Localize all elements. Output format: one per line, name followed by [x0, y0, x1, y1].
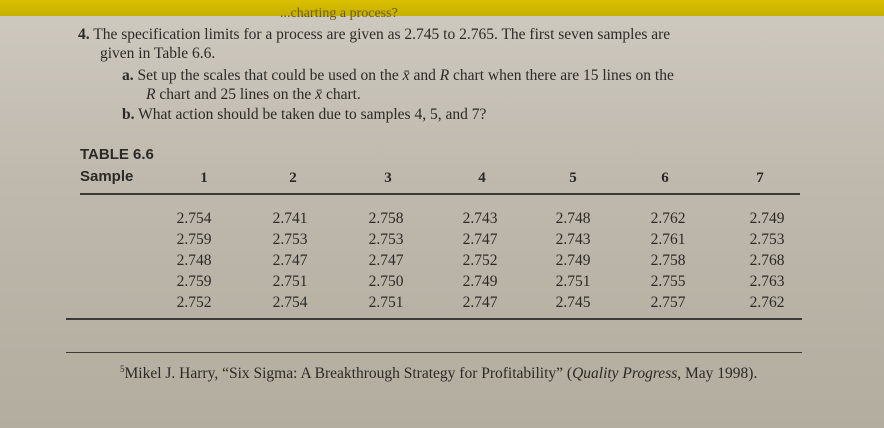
problem-number: 4.	[78, 26, 90, 43]
part-a-text-2: and	[409, 67, 440, 84]
column-header-7: 7	[756, 170, 764, 186]
sample-column-5: 2.748 2.743 2.749 2.751 2.745	[543, 208, 603, 313]
r-symbol: R	[439, 67, 450, 84]
table-cell: 2.758	[650, 252, 686, 269]
table-cell: 2.768	[749, 252, 785, 269]
table-cell: 2.758	[368, 210, 404, 227]
table-cell: 2.753	[749, 231, 785, 248]
sample-column-7: 2.749 2.753 2.768 2.763 2.762	[737, 208, 797, 313]
table-cell: 2.745	[555, 294, 591, 311]
table-caption: TABLE 6.6	[80, 146, 154, 163]
column-header-2: 2	[289, 170, 297, 186]
table-cell: 2.763	[749, 273, 785, 290]
part-b-label: b.	[122, 106, 135, 123]
footnote-text-2: , May 1998).	[677, 365, 758, 383]
problem-text-1: The specification limits for a process a…	[93, 26, 671, 43]
part-b-line: b. What action should be taken due to sa…	[122, 106, 486, 124]
table-cell: 2.751	[555, 273, 591, 290]
table-cell: 2.752	[176, 294, 212, 311]
table-cell: 2.755	[650, 273, 686, 290]
top-color-band	[0, 0, 884, 16]
part-a-line-1: a. Set up the scales that could be used …	[122, 67, 674, 85]
problem-line-2: given in Table 6.6.	[100, 45, 216, 62]
part-b-text: What action should be taken due to sampl…	[138, 106, 487, 123]
table-bottom-rule	[66, 318, 802, 320]
column-header-3: 3	[384, 170, 392, 186]
part-a-text-1: Set up the scales that could be used on …	[137, 67, 403, 84]
part-a-text-4: chart and 25 lines on the	[155, 86, 316, 103]
table-cell: 2.748	[176, 252, 212, 269]
footnote: 5Mikel J. Harry, “Six Sigma: A Breakthro…	[120, 364, 757, 383]
footnote-rule	[66, 352, 802, 353]
table-cell: 2.743	[555, 231, 591, 248]
column-header-6: 6	[661, 170, 669, 186]
table-cell: 2.761	[650, 231, 686, 248]
table-cell: 2.749	[749, 210, 785, 227]
table-cell: 2.747	[462, 231, 498, 248]
sample-header-label: Sample	[80, 168, 134, 185]
table-cell: 2.751	[272, 273, 308, 290]
table-cell: 2.753	[272, 231, 308, 248]
sample-column-2: 2.741 2.753 2.747 2.751 2.754	[260, 208, 320, 313]
header-rule	[80, 193, 800, 195]
footnote-journal: Quality Progress	[572, 365, 678, 383]
table-cell: 2.752	[462, 252, 498, 269]
footnote-mark: 5	[120, 364, 125, 374]
table-cell: 2.747	[368, 252, 404, 269]
column-header-5: 5	[569, 170, 577, 186]
column-header-4: 4	[478, 170, 486, 186]
table-cell: 2.757	[650, 294, 686, 311]
table-cell: 2.762	[650, 210, 686, 227]
table-cell: 2.750	[368, 273, 404, 290]
table-cell: 2.743	[462, 210, 498, 227]
r-symbol-2: R	[146, 86, 156, 103]
part-a-text-5: chart.	[322, 86, 361, 103]
table-cell: 2.741	[272, 210, 308, 227]
cut-off-heading: ...charting a process?	[280, 6, 398, 21]
table-cell: 2.749	[462, 273, 498, 290]
footnote-text-1: Mikel J. Harry, “Six Sigma: A Breakthrou…	[124, 365, 573, 383]
table-cell: 2.747	[272, 252, 308, 269]
table-cell: 2.749	[555, 252, 591, 269]
column-header-1: 1	[200, 170, 208, 186]
table-cell: 2.754	[272, 294, 308, 311]
table-cell: 2.753	[368, 231, 404, 248]
problem-line-1: 4. The specification limits for a proces…	[78, 26, 670, 44]
table-cell: 2.762	[749, 294, 785, 311]
table-cell: 2.759	[176, 273, 212, 290]
table-cell: 2.748	[555, 210, 591, 227]
part-a-line-2: R chart and 25 lines on the x̄ chart.	[146, 86, 361, 104]
table-cell: 2.747	[462, 294, 498, 311]
table-cell: 2.759	[176, 231, 212, 248]
sample-column-1: 2.754 2.759 2.748 2.759 2.752	[164, 208, 224, 313]
sample-column-6: 2.762 2.761 2.758 2.755 2.757	[638, 208, 698, 313]
xbar-symbol: x̄	[402, 67, 410, 84]
sample-column-3: 2.758 2.753 2.747 2.750 2.751	[356, 208, 416, 313]
table-cell: 2.754	[176, 210, 212, 227]
sample-column-4: 2.743 2.747 2.752 2.749 2.747	[450, 208, 510, 313]
xbar-symbol-2: x̄	[315, 86, 323, 103]
part-a-label: a.	[122, 67, 134, 84]
table-cell: 2.751	[368, 294, 404, 311]
part-a-text-3: chart when there are 15 lines on the	[449, 67, 674, 84]
